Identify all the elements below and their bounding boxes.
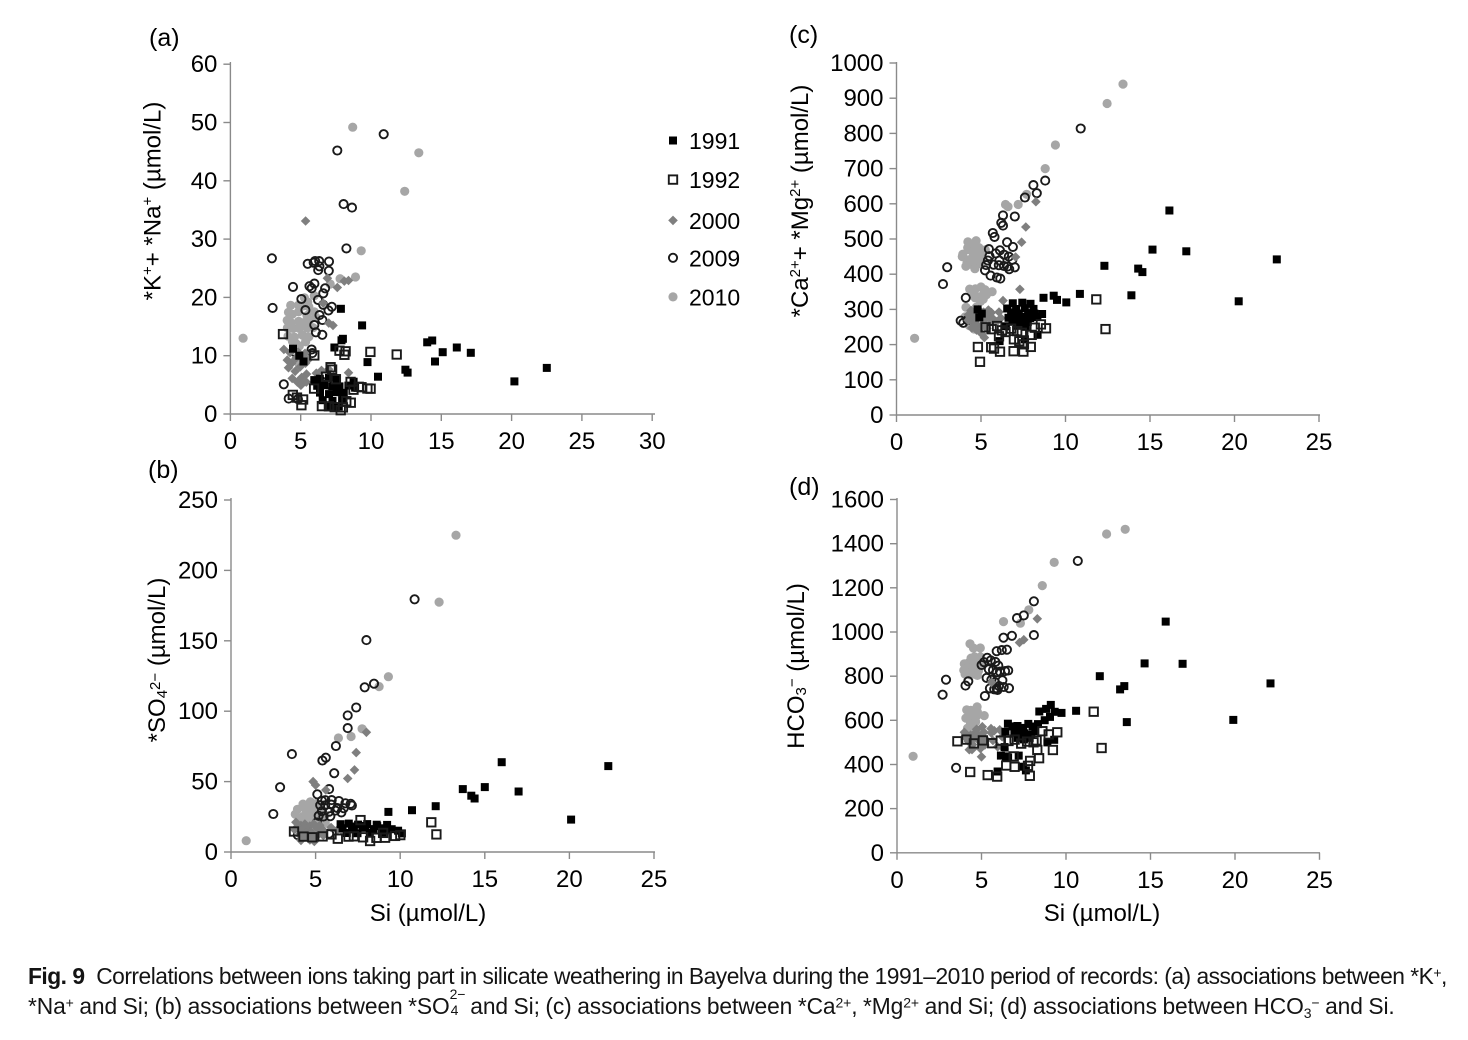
svg-text:(b): (b): [148, 456, 179, 484]
svg-text:1600: 1600: [831, 487, 884, 514]
svg-text:*Ca2++ *Mg2+ (µmol/L): *Ca2++ *Mg2+ (µmol/L): [787, 85, 814, 318]
svg-text:15: 15: [1137, 429, 1164, 456]
svg-text:1400: 1400: [831, 531, 884, 558]
svg-text:400: 400: [843, 261, 883, 288]
svg-text:20: 20: [556, 866, 583, 893]
svg-text:2010: 2010: [689, 284, 740, 310]
svg-text:25: 25: [641, 866, 668, 893]
svg-text:20: 20: [498, 428, 525, 455]
svg-text:250: 250: [178, 487, 218, 514]
svg-text:30: 30: [639, 428, 666, 455]
svg-text:700: 700: [843, 156, 883, 183]
svg-text:10: 10: [387, 866, 414, 893]
svg-text:(a): (a): [149, 24, 180, 52]
svg-text:400: 400: [844, 752, 884, 779]
svg-text:25: 25: [1306, 867, 1333, 894]
svg-text:300: 300: [843, 296, 883, 323]
svg-text:2009: 2009: [689, 245, 740, 271]
svg-text:15: 15: [1137, 867, 1164, 894]
svg-text:100: 100: [178, 698, 218, 725]
svg-text:200: 200: [843, 332, 883, 359]
svg-text:15: 15: [428, 428, 455, 455]
svg-text:1200: 1200: [831, 575, 884, 602]
svg-text:10: 10: [1053, 867, 1080, 894]
svg-text:800: 800: [843, 120, 883, 147]
svg-text:500: 500: [843, 226, 883, 253]
svg-text:5: 5: [975, 867, 988, 894]
svg-text:0: 0: [870, 402, 883, 429]
svg-text:(d): (d): [789, 473, 820, 501]
svg-text:10: 10: [191, 343, 218, 370]
svg-text:150: 150: [178, 628, 218, 655]
svg-text:60: 60: [191, 51, 218, 78]
svg-text:10: 10: [358, 428, 385, 455]
svg-text:30: 30: [191, 226, 218, 253]
svg-text:1991: 1991: [689, 128, 740, 154]
svg-text:Si (µmol/L): Si (µmol/L): [370, 900, 487, 927]
svg-text:100: 100: [843, 367, 883, 394]
svg-text:5: 5: [974, 429, 987, 456]
svg-text:5: 5: [309, 866, 322, 893]
svg-text:20: 20: [1222, 867, 1249, 894]
svg-text:600: 600: [844, 707, 884, 734]
svg-text:25: 25: [1306, 429, 1333, 456]
svg-text:0: 0: [205, 839, 218, 866]
svg-text:0: 0: [224, 866, 237, 893]
svg-text:0: 0: [890, 867, 903, 894]
svg-text:15: 15: [471, 866, 498, 893]
svg-text:900: 900: [843, 85, 883, 112]
svg-text:50: 50: [191, 110, 218, 137]
svg-text:HCO3− (µmol/L): HCO3− (µmol/L): [783, 583, 810, 749]
svg-text:0: 0: [890, 429, 903, 456]
svg-text:5: 5: [294, 428, 307, 455]
svg-text:0: 0: [224, 428, 237, 455]
svg-text:600: 600: [843, 191, 883, 218]
svg-text:1992: 1992: [689, 167, 740, 193]
svg-text:1000: 1000: [831, 619, 884, 646]
svg-text:20: 20: [191, 284, 218, 311]
svg-text:Si (µmol/L): Si (µmol/L): [1044, 900, 1161, 927]
svg-text:0: 0: [871, 840, 884, 867]
svg-text:*SO42− (µmol/L): *SO42− (µmol/L): [144, 578, 171, 743]
svg-text:2000: 2000: [689, 208, 740, 234]
svg-text:40: 40: [191, 168, 218, 195]
svg-text:50: 50: [191, 769, 218, 796]
svg-text:1000: 1000: [830, 50, 883, 77]
svg-text:20: 20: [1221, 429, 1248, 456]
svg-text:0: 0: [204, 401, 217, 428]
svg-text:800: 800: [844, 663, 884, 690]
svg-text:25: 25: [569, 428, 596, 455]
svg-text:(c): (c): [789, 21, 818, 49]
svg-text:200: 200: [844, 796, 884, 823]
svg-text:10: 10: [1052, 429, 1079, 456]
svg-text:200: 200: [178, 557, 218, 584]
